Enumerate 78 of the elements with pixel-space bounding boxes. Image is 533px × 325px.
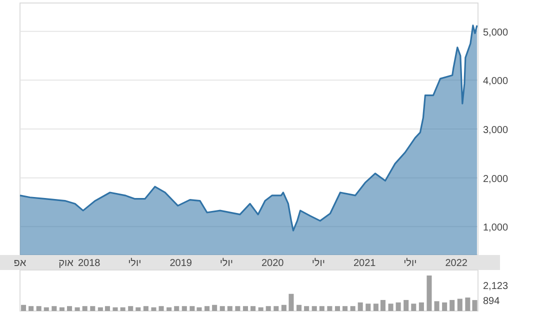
y-tick-label: 894 (483, 296, 500, 308)
bar (166, 307, 172, 311)
bar (288, 294, 294, 311)
bar (151, 307, 156, 311)
bar (266, 306, 271, 311)
y-tick-label: 4,000 (483, 76, 508, 88)
bar (235, 306, 240, 311)
bar (36, 306, 42, 311)
bar (158, 306, 164, 311)
bar (426, 276, 432, 311)
x-tick-label: יולי (128, 257, 142, 269)
bar (182, 306, 187, 311)
bar (457, 298, 462, 311)
bar (59, 307, 64, 311)
bar (327, 306, 332, 311)
y-tick-label: 3,000 (483, 125, 508, 136)
bar (212, 304, 218, 311)
bar (136, 307, 141, 311)
bar (442, 302, 448, 311)
x-tick-label: אפ (14, 258, 27, 269)
x-tick-label: 2018 (78, 258, 101, 269)
bar (250, 306, 256, 311)
bar (450, 300, 455, 311)
bar (388, 304, 394, 311)
bar (281, 304, 286, 311)
bar (28, 306, 34, 311)
bar (274, 306, 279, 311)
bar (74, 307, 80, 311)
bar (411, 304, 416, 311)
x-tick-label: 2022 (445, 258, 468, 269)
bar (258, 307, 264, 311)
bar (242, 306, 248, 311)
bar (52, 306, 57, 311)
bar (82, 306, 88, 311)
bar (21, 304, 26, 311)
bar (143, 306, 148, 311)
bar (196, 307, 202, 311)
bar (434, 301, 440, 311)
bar (472, 300, 478, 311)
bar (319, 306, 324, 311)
x-tick-label: אוק (58, 258, 74, 269)
bar (128, 306, 134, 311)
bar (220, 306, 225, 311)
bar (465, 298, 470, 311)
bar (418, 302, 424, 311)
bar (312, 306, 317, 311)
bar (190, 306, 195, 311)
x-tick-label: 2020 (262, 258, 284, 269)
bar (342, 306, 348, 311)
bar (296, 304, 302, 311)
x-tick-label: יולי (404, 257, 417, 269)
x-tick-label: 2019 (170, 258, 192, 269)
bar (90, 306, 96, 311)
bar (366, 304, 371, 311)
bar (44, 307, 49, 311)
bar (373, 304, 378, 311)
bar (380, 300, 386, 311)
bar (112, 307, 118, 311)
bar (350, 306, 356, 311)
bar (120, 307, 126, 311)
y-tick-label: 1,000 (483, 222, 508, 234)
bar (404, 300, 409, 311)
bar (358, 302, 363, 311)
bar (304, 306, 310, 311)
x-tick-label: 2021 (354, 258, 376, 269)
x-tick-label: יולי (220, 257, 233, 269)
bar (98, 307, 103, 311)
y-tick-label: 2,000 (483, 174, 508, 185)
bar (227, 306, 232, 311)
bar (104, 306, 110, 311)
bar (396, 302, 401, 311)
y-tick-label: 2,123 (483, 281, 508, 292)
y-tick-label: 5,000 (483, 27, 508, 38)
bar (174, 306, 180, 311)
bar (334, 306, 340, 311)
bar (67, 306, 72, 311)
x-tick-label: יולי (312, 257, 325, 269)
bar (204, 306, 210, 311)
